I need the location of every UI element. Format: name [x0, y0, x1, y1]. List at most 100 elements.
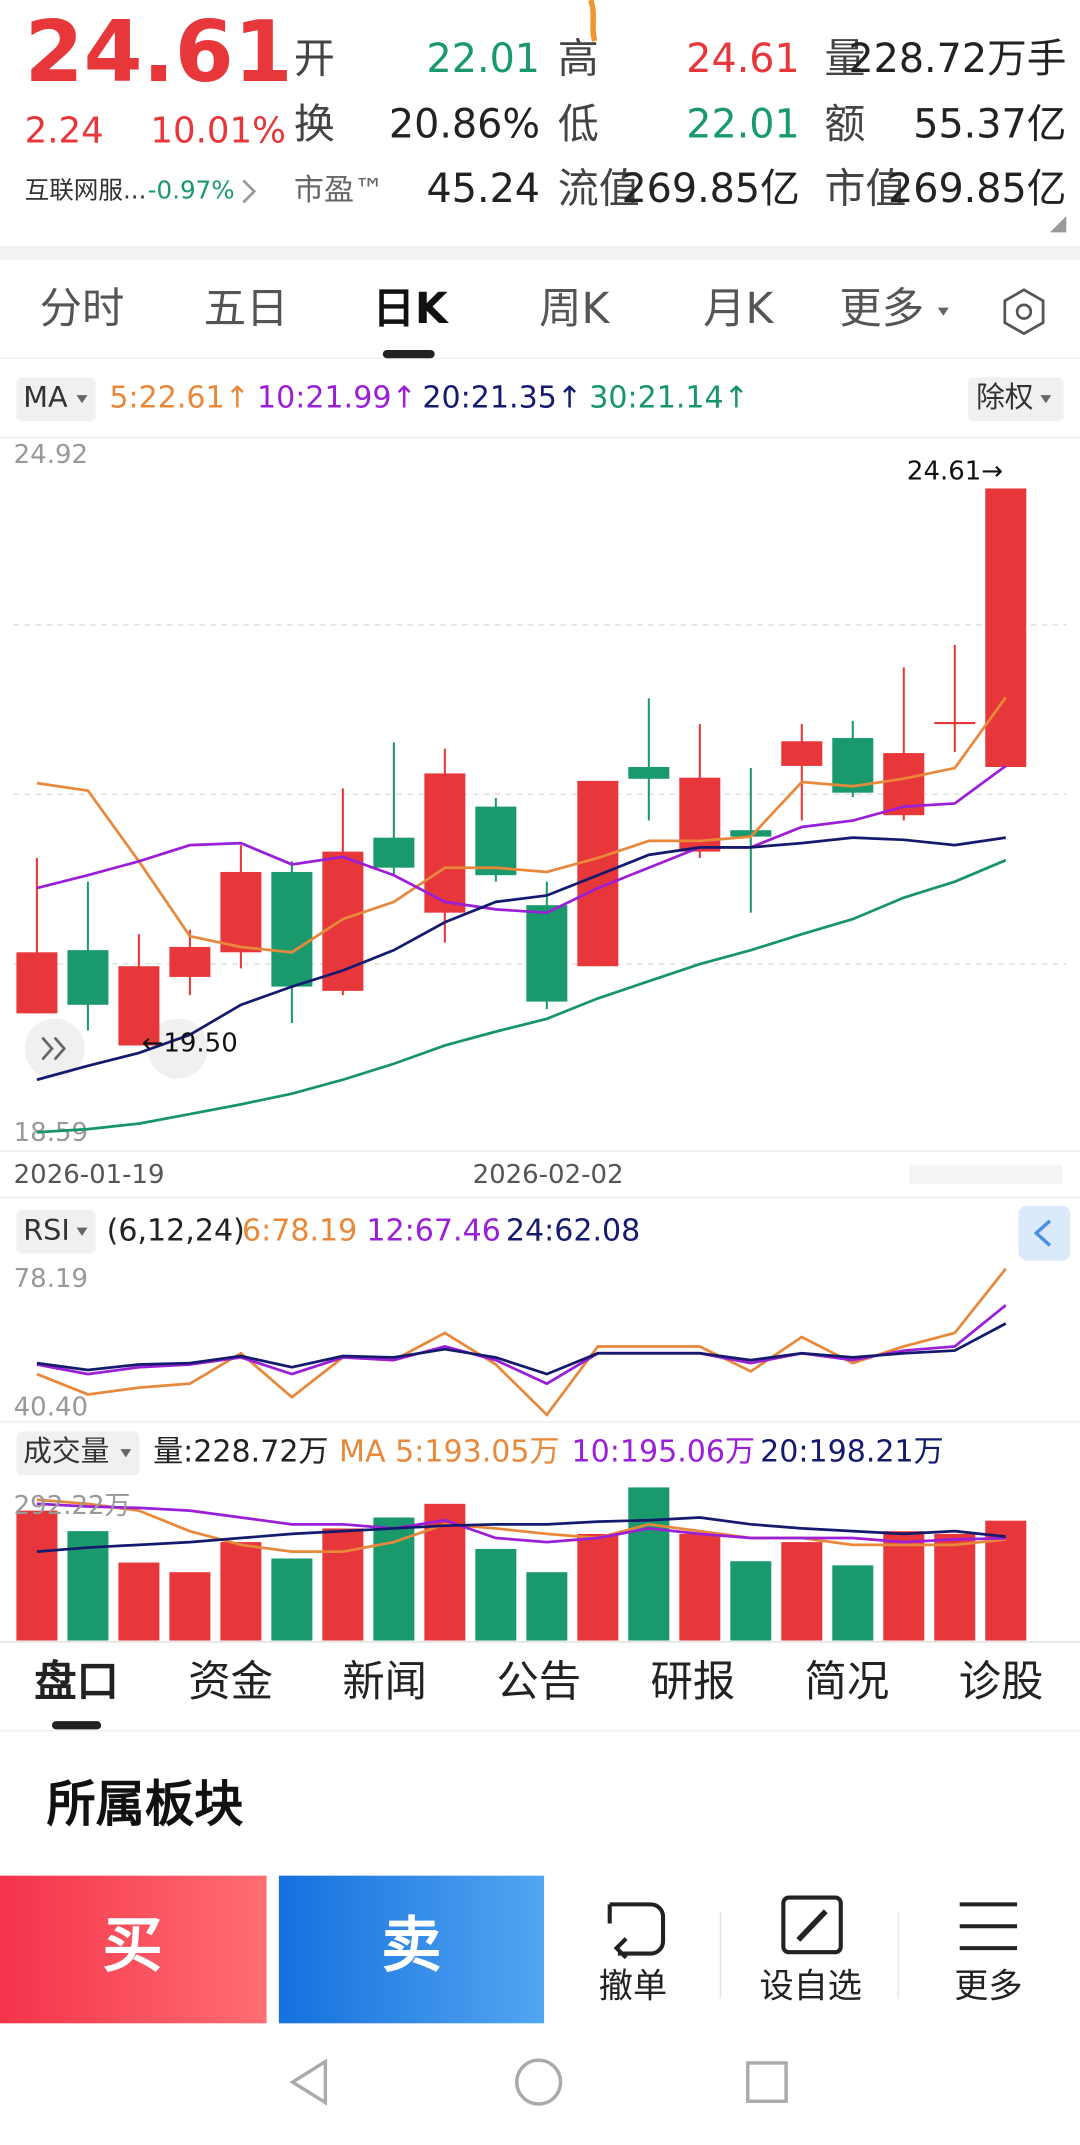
indicator-name-box[interactable] — [16, 1209, 96, 1254]
info-tab[interactable]: 资金 — [188, 1657, 273, 1706]
dropdown-arrow — [76, 395, 88, 404]
tool-label[interactable]: 撤单 — [599, 1966, 667, 2006]
settings-icon-dot — [1015, 303, 1033, 320]
candle-body — [322, 851, 364, 991]
section-title: 所属板块 — [46, 1775, 244, 1833]
period-tab[interactable]: 更多 — [839, 284, 924, 333]
period-tab[interactable]: 分时 — [40, 284, 125, 333]
period-tab[interactable]: 日K — [373, 284, 450, 333]
legend-entry: 30:21.14↑ — [589, 381, 749, 416]
decor-mark — [587, 0, 598, 42]
indicator-line — [36, 836, 1006, 1082]
more-icon — [959, 1902, 1018, 1951]
candle-body — [475, 806, 517, 876]
field-label: 额 — [824, 100, 865, 148]
buy-label[interactable]: 买 — [103, 1911, 163, 1981]
volume-bar — [220, 1542, 262, 1641]
period-tab[interactable]: 周K — [539, 284, 610, 333]
buy-button[interactable] — [0, 1875, 267, 2024]
field-value: 22.01 — [686, 102, 799, 148]
field-label: 市盈™ — [294, 173, 384, 208]
candle-body — [271, 871, 313, 987]
indicator-line — [36, 1516, 1006, 1554]
legend-entry: 6:78.19 — [242, 1213, 357, 1248]
volume-bar — [271, 1558, 313, 1641]
info-tab[interactable]: 简况 — [805, 1657, 890, 1706]
collapse-button[interactable] — [1018, 1205, 1071, 1261]
tab-underline — [382, 349, 435, 359]
indicator-name-box[interactable] — [16, 1431, 140, 1476]
field-value: 22.01 — [427, 36, 540, 82]
candle-body — [16, 952, 58, 1014]
indicator-line — [36, 1502, 1006, 1544]
indicator-name[interactable]: RSI — [23, 1213, 70, 1247]
price: 24.61 — [25, 2, 293, 101]
period-tab[interactable]: 五日 — [204, 284, 289, 333]
indicator-line — [36, 1322, 1007, 1376]
volume-bar — [934, 1533, 976, 1641]
volume-bar — [526, 1572, 568, 1641]
volume-bar — [883, 1531, 925, 1641]
info-tab[interactable]: 诊股 — [959, 1657, 1044, 1706]
info-tab[interactable]: 研报 — [650, 1657, 735, 1706]
candle-body — [628, 766, 670, 779]
volume-bar — [577, 1533, 619, 1641]
adjust-label[interactable]: 除权 — [976, 380, 1033, 414]
min-annotation: ←19.50 — [142, 1029, 238, 1059]
period-tab[interactable]: 月K — [703, 284, 774, 333]
indicator-line — [36, 858, 1007, 1134]
legend-entry: 20:21.35↑ — [422, 381, 582, 416]
legend-entry: MA 5:193.05万 — [339, 1435, 560, 1470]
legend-entry: 5:22.61↑ — [109, 381, 250, 416]
indicator-name[interactable]: MA — [23, 380, 68, 414]
change: 2.24 — [25, 111, 104, 152]
field-label: 换 — [294, 100, 335, 148]
nav-recent[interactable] — [746, 2061, 788, 2103]
field-value: 269.85亿 — [888, 166, 1066, 212]
legend-entry: 10:21.99↑ — [257, 381, 417, 416]
candle-body — [67, 950, 109, 1005]
tool-label[interactable]: 更多 — [954, 1966, 1022, 2006]
x-tick-label: 2026-02-02 — [473, 1160, 624, 1190]
field-label: 市值 — [824, 164, 906, 212]
adjust-box[interactable] — [967, 377, 1064, 422]
indicator-name[interactable]: 成交量 — [23, 1434, 109, 1468]
volume-bar — [730, 1561, 772, 1641]
sell-button[interactable] — [278, 1875, 545, 2024]
indicator-line — [36, 696, 1007, 954]
chevron — [242, 179, 257, 204]
legend-entry: 10:195.06万 — [571, 1435, 755, 1470]
info-tab[interactable]: 新闻 — [342, 1657, 427, 1706]
sector-change: -0.97% — [148, 175, 235, 204]
max-annotation: 24.61→ — [907, 457, 1003, 487]
nav-home[interactable] — [515, 2058, 563, 2106]
info-tab[interactable]: 公告 — [496, 1657, 581, 1706]
field-value: 24.61 — [686, 36, 799, 82]
scrollbar — [909, 1164, 1063, 1184]
candle-body — [730, 830, 772, 837]
volume-summary: 量:228.72万 — [153, 1435, 328, 1470]
indicator-name-box[interactable] — [16, 377, 96, 422]
nav-back[interactable] — [289, 2058, 328, 2106]
volume-bar — [16, 1510, 58, 1641]
volume-bar — [475, 1548, 517, 1641]
legend-entry: 24:62.08 — [506, 1213, 640, 1248]
watchlist-icon — [781, 1895, 843, 1955]
sector: 互联网服... — [25, 175, 147, 204]
tab-underline — [51, 1721, 102, 1730]
field-label: 流值 — [558, 164, 640, 212]
legend-entry: 12:67.46 — [366, 1213, 500, 1248]
volume-bar — [781, 1542, 823, 1641]
settings-icon[interactable] — [1003, 288, 1045, 336]
field-label: 高 — [558, 35, 599, 83]
expand-button[interactable] — [24, 1018, 85, 1079]
separator-band — [0, 246, 1080, 260]
volume-bar — [679, 1533, 721, 1641]
volume-bar — [832, 1565, 874, 1641]
sell-label[interactable]: 卖 — [381, 1911, 441, 1981]
info-tab[interactable]: 盘口 — [34, 1657, 119, 1706]
tool-label[interactable]: 设自选 — [759, 1966, 861, 2006]
watchlist-icon-pen — [796, 1909, 828, 1942]
y-tick-label: 78.19 — [14, 1264, 88, 1294]
dropdown-arrow — [1040, 395, 1052, 404]
